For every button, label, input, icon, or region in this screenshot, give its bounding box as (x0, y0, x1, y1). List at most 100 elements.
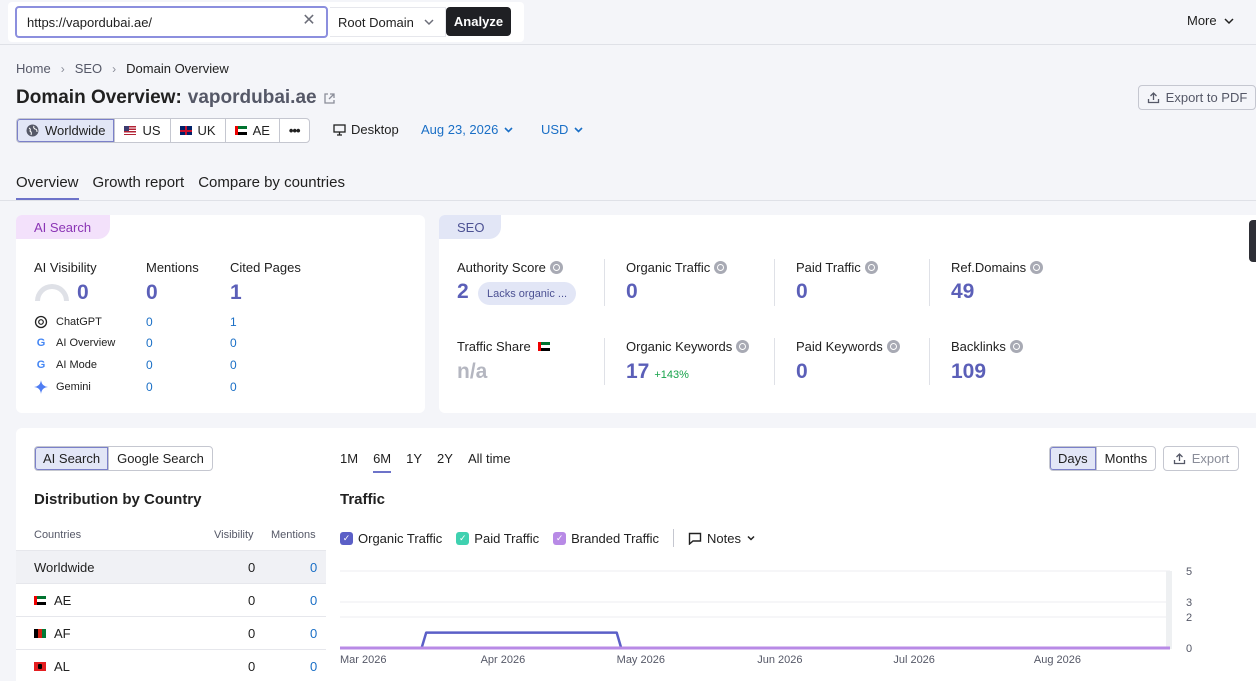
date-select[interactable]: Aug 23, 2026 (421, 122, 514, 137)
export-pdf-button[interactable]: Export to PDF (1138, 85, 1256, 110)
engine-ai-mode-cited[interactable]: 0 (230, 358, 237, 372)
chart-scrollbar[interactable] (1166, 571, 1172, 649)
toggle-months[interactable]: Months (1104, 451, 1148, 466)
export-pdf-label: Export to PDF (1165, 90, 1248, 105)
legend-paid-traffic[interactable]: ✓ Paid Traffic (456, 531, 539, 546)
period-1m[interactable]: 1M (340, 451, 359, 466)
engine-gemini-cited[interactable]: 0 (230, 380, 237, 394)
breadcrumb-seo[interactable]: SEO (74, 61, 103, 76)
region-uk[interactable]: UK (171, 119, 226, 142)
backlinks-label-text: Backlinks (951, 339, 1006, 354)
side-panel-handle[interactable] (1249, 220, 1256, 262)
flag-af-icon (34, 629, 46, 638)
notes-dropdown[interactable]: Notes (688, 531, 756, 546)
chatgpt-icon (34, 315, 48, 329)
currency-select[interactable]: USD (541, 122, 584, 137)
engine-ai-overview-cited[interactable]: 0 (230, 336, 237, 350)
x-tick-label: May 2026 (617, 654, 665, 666)
authority-score-value[interactable]: 2 (457, 280, 469, 303)
scope-select[interactable]: Root Domain (330, 7, 446, 37)
table-row[interactable]: Worldwide 0 0 (16, 550, 326, 583)
country-name: AL (54, 659, 70, 674)
toggle-ai-search[interactable]: AI Search (35, 447, 110, 470)
more-menu[interactable]: More (1187, 13, 1235, 28)
tab-compare-by-countries[interactable]: Compare by countries (198, 174, 345, 191)
mentions-value[interactable]: 0 (146, 281, 158, 304)
top-bar: ✕ Root Domain Analyze More (0, 0, 1256, 45)
organic-keywords-value[interactable]: 17 +143% (626, 360, 689, 384)
info-icon[interactable] (549, 261, 563, 274)
backlinks-value[interactable]: 109 (951, 360, 987, 383)
more-menu-label: More (1187, 13, 1217, 28)
period-selector: 1M 6M 1Y 2Y All time (340, 451, 511, 473)
authority-score-badge[interactable]: Lacks organic ... (478, 282, 577, 305)
analyze-button[interactable]: Analyze (446, 7, 511, 36)
cited-pages-value[interactable]: 1 (230, 281, 242, 304)
table-row[interactable]: AE 0 0 (16, 583, 326, 616)
google-icon: G (36, 359, 46, 371)
country-mentions[interactable]: 0 (310, 659, 318, 674)
page-title-prefix: Domain Overview: (16, 87, 182, 108)
engine-ai-overview-mentions[interactable]: 0 (146, 336, 153, 350)
info-icon[interactable] (864, 261, 878, 274)
country-mentions[interactable]: 0 (310, 593, 318, 608)
cited-pages-label: Cited Pages (230, 260, 301, 275)
engine-ai-mode-mentions[interactable]: 0 (146, 358, 153, 372)
engine-chatgpt-cited[interactable]: 1 (230, 315, 237, 329)
organic-keywords-label: Organic Keywords (626, 339, 750, 354)
table-row[interactable]: AF 0 0 (16, 616, 326, 649)
info-icon[interactable] (1009, 340, 1023, 353)
page-title-domain[interactable]: vapordubai.ae (187, 87, 317, 108)
paid-keywords-label-text: Paid Keywords (796, 339, 883, 354)
paid-keywords-value[interactable]: 0 (796, 360, 808, 383)
engine-gemini-mentions[interactable]: 0 (146, 380, 153, 394)
period-1y[interactable]: 1Y (406, 451, 423, 466)
device-select[interactable]: Desktop (333, 122, 399, 137)
breadcrumb-home[interactable]: Home (16, 61, 51, 76)
info-icon[interactable] (1030, 261, 1044, 274)
organic-traffic-value[interactable]: 0 (626, 280, 638, 303)
tab-growth-report[interactable]: Growth report (92, 174, 185, 191)
region-more-button[interactable]: ••• (280, 119, 309, 142)
table-row[interactable]: AL 0 0 (16, 649, 326, 681)
country-cell: AE (34, 593, 71, 608)
seo-card: SEO Authority Score 2 Lacks organic ... … (439, 215, 1256, 413)
clear-icon[interactable]: ✕ (302, 12, 316, 29)
export-button[interactable]: Export (1163, 446, 1239, 471)
tab-overview[interactable]: Overview (16, 174, 79, 200)
country-cell: AL (34, 659, 70, 674)
external-link-icon[interactable] (323, 92, 336, 105)
x-tick-label: Mar 2026 (340, 654, 386, 666)
google-icon: G (36, 337, 46, 349)
country-mentions[interactable]: 0 (310, 560, 318, 575)
authority-score-label-text: Authority Score (457, 260, 546, 275)
engine-gemini: Gemini (34, 380, 91, 394)
info-icon[interactable] (736, 340, 750, 353)
country-mentions[interactable]: 0 (310, 626, 318, 641)
legend-branded-traffic[interactable]: ✓ Branded Traffic (553, 531, 659, 546)
toggle-google-search[interactable]: Google Search (117, 451, 204, 466)
engine-chatgpt-label: ChatGPT (56, 316, 102, 328)
country-visibility: 0 (248, 659, 256, 674)
region-ae[interactable]: AE (226, 119, 280, 142)
engine-ai-overview: G AI Overview (34, 336, 116, 350)
period-all-time[interactable]: All time (467, 451, 511, 466)
page-title: Domain Overview: vapordubai.ae (16, 87, 336, 109)
toggle-days[interactable]: Days (1050, 447, 1097, 470)
engine-chatgpt-mentions[interactable]: 0 (146, 315, 153, 329)
region-uk-label: UK (197, 123, 216, 138)
paid-traffic-value[interactable]: 0 (796, 280, 808, 303)
chart-legend: ✓ Organic Traffic ✓ Paid Traffic ✓ Brand… (340, 529, 756, 547)
ref-domains-value[interactable]: 49 (951, 280, 975, 303)
divider (604, 338, 605, 385)
country-visibility: 0 (248, 560, 256, 575)
info-icon[interactable] (886, 340, 900, 353)
domain-search-input[interactable] (15, 6, 328, 38)
region-us[interactable]: US (115, 119, 171, 142)
flag-al-icon (34, 662, 46, 671)
region-worldwide[interactable]: Worldwide (17, 119, 116, 142)
legend-organic-traffic[interactable]: ✓ Organic Traffic (340, 531, 442, 546)
period-6m[interactable]: 6M (373, 451, 392, 473)
period-2y[interactable]: 2Y (437, 451, 453, 466)
info-icon[interactable] (714, 261, 728, 274)
